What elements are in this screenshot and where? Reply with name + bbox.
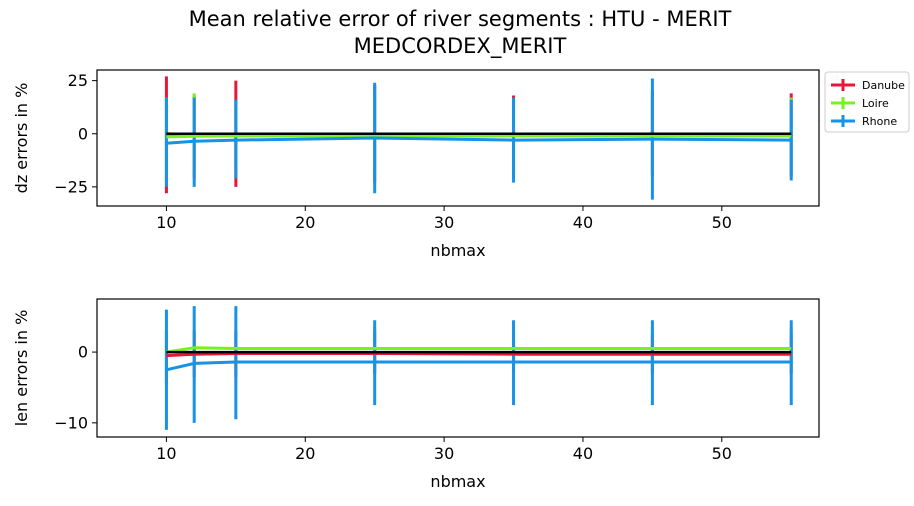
len-y-axis-label: len errors in % [12,310,31,427]
panel-dz-errors: 10 20 30 40 50 25 0 −25 nbmax dz errors in % [12,69,820,260]
legend-label-loire: Loire [862,97,889,110]
dz-x-tick-label-30: 30 [434,213,454,232]
dz-axes-frame [96,69,820,207]
len-x-axis-label: nbmax [430,472,485,491]
legend: Danube Loire Rhone [824,71,910,133]
len-series-line-loire [166,346,792,354]
len-axes-frame [96,298,820,438]
len-y-tick-label--10: −10 [54,413,88,432]
len-x-tick-label-50: 50 [712,444,732,463]
dz-series-line-rhone [166,136,792,145]
len-series-line-danube [166,352,792,358]
legend-frame [824,71,910,133]
chart-title-line-1: Mean relative error of river segments : … [189,7,732,31]
legend-label-danube: Danube [862,79,905,92]
dz-x-tick-label-20: 20 [295,213,315,232]
dz-y-tick-label-0: 0 [78,124,88,143]
dz-series-line-loire [166,134,792,139]
panel-len-errors: 10 20 30 40 50 0 −10 nbmax len errors in % [12,298,820,491]
dz-x-tick-label-10: 10 [156,213,176,232]
len-series-line-rhone [166,360,792,372]
dz-y-axis-label: dz errors in % [12,83,31,194]
len-x-tick-label-40: 40 [573,444,593,463]
len-x-tick-label-10: 10 [156,444,176,463]
dz-y-tick-label--25: −25 [54,177,88,196]
dz-x-tick-label-40: 40 [573,213,593,232]
legend-label-rhone: Rhone [862,115,897,128]
len-x-tick-label-20: 20 [295,444,315,463]
dz-x-axis-label: nbmax [430,241,485,260]
dz-y-tick-label-25: 25 [68,71,88,90]
dz-x-tick-label-50: 50 [712,213,732,232]
len-x-tick-label-30: 30 [434,444,454,463]
chart-title-line-2: MEDCORDEX_MERIT [354,34,567,59]
len-y-tick-label-0: 0 [78,343,88,362]
